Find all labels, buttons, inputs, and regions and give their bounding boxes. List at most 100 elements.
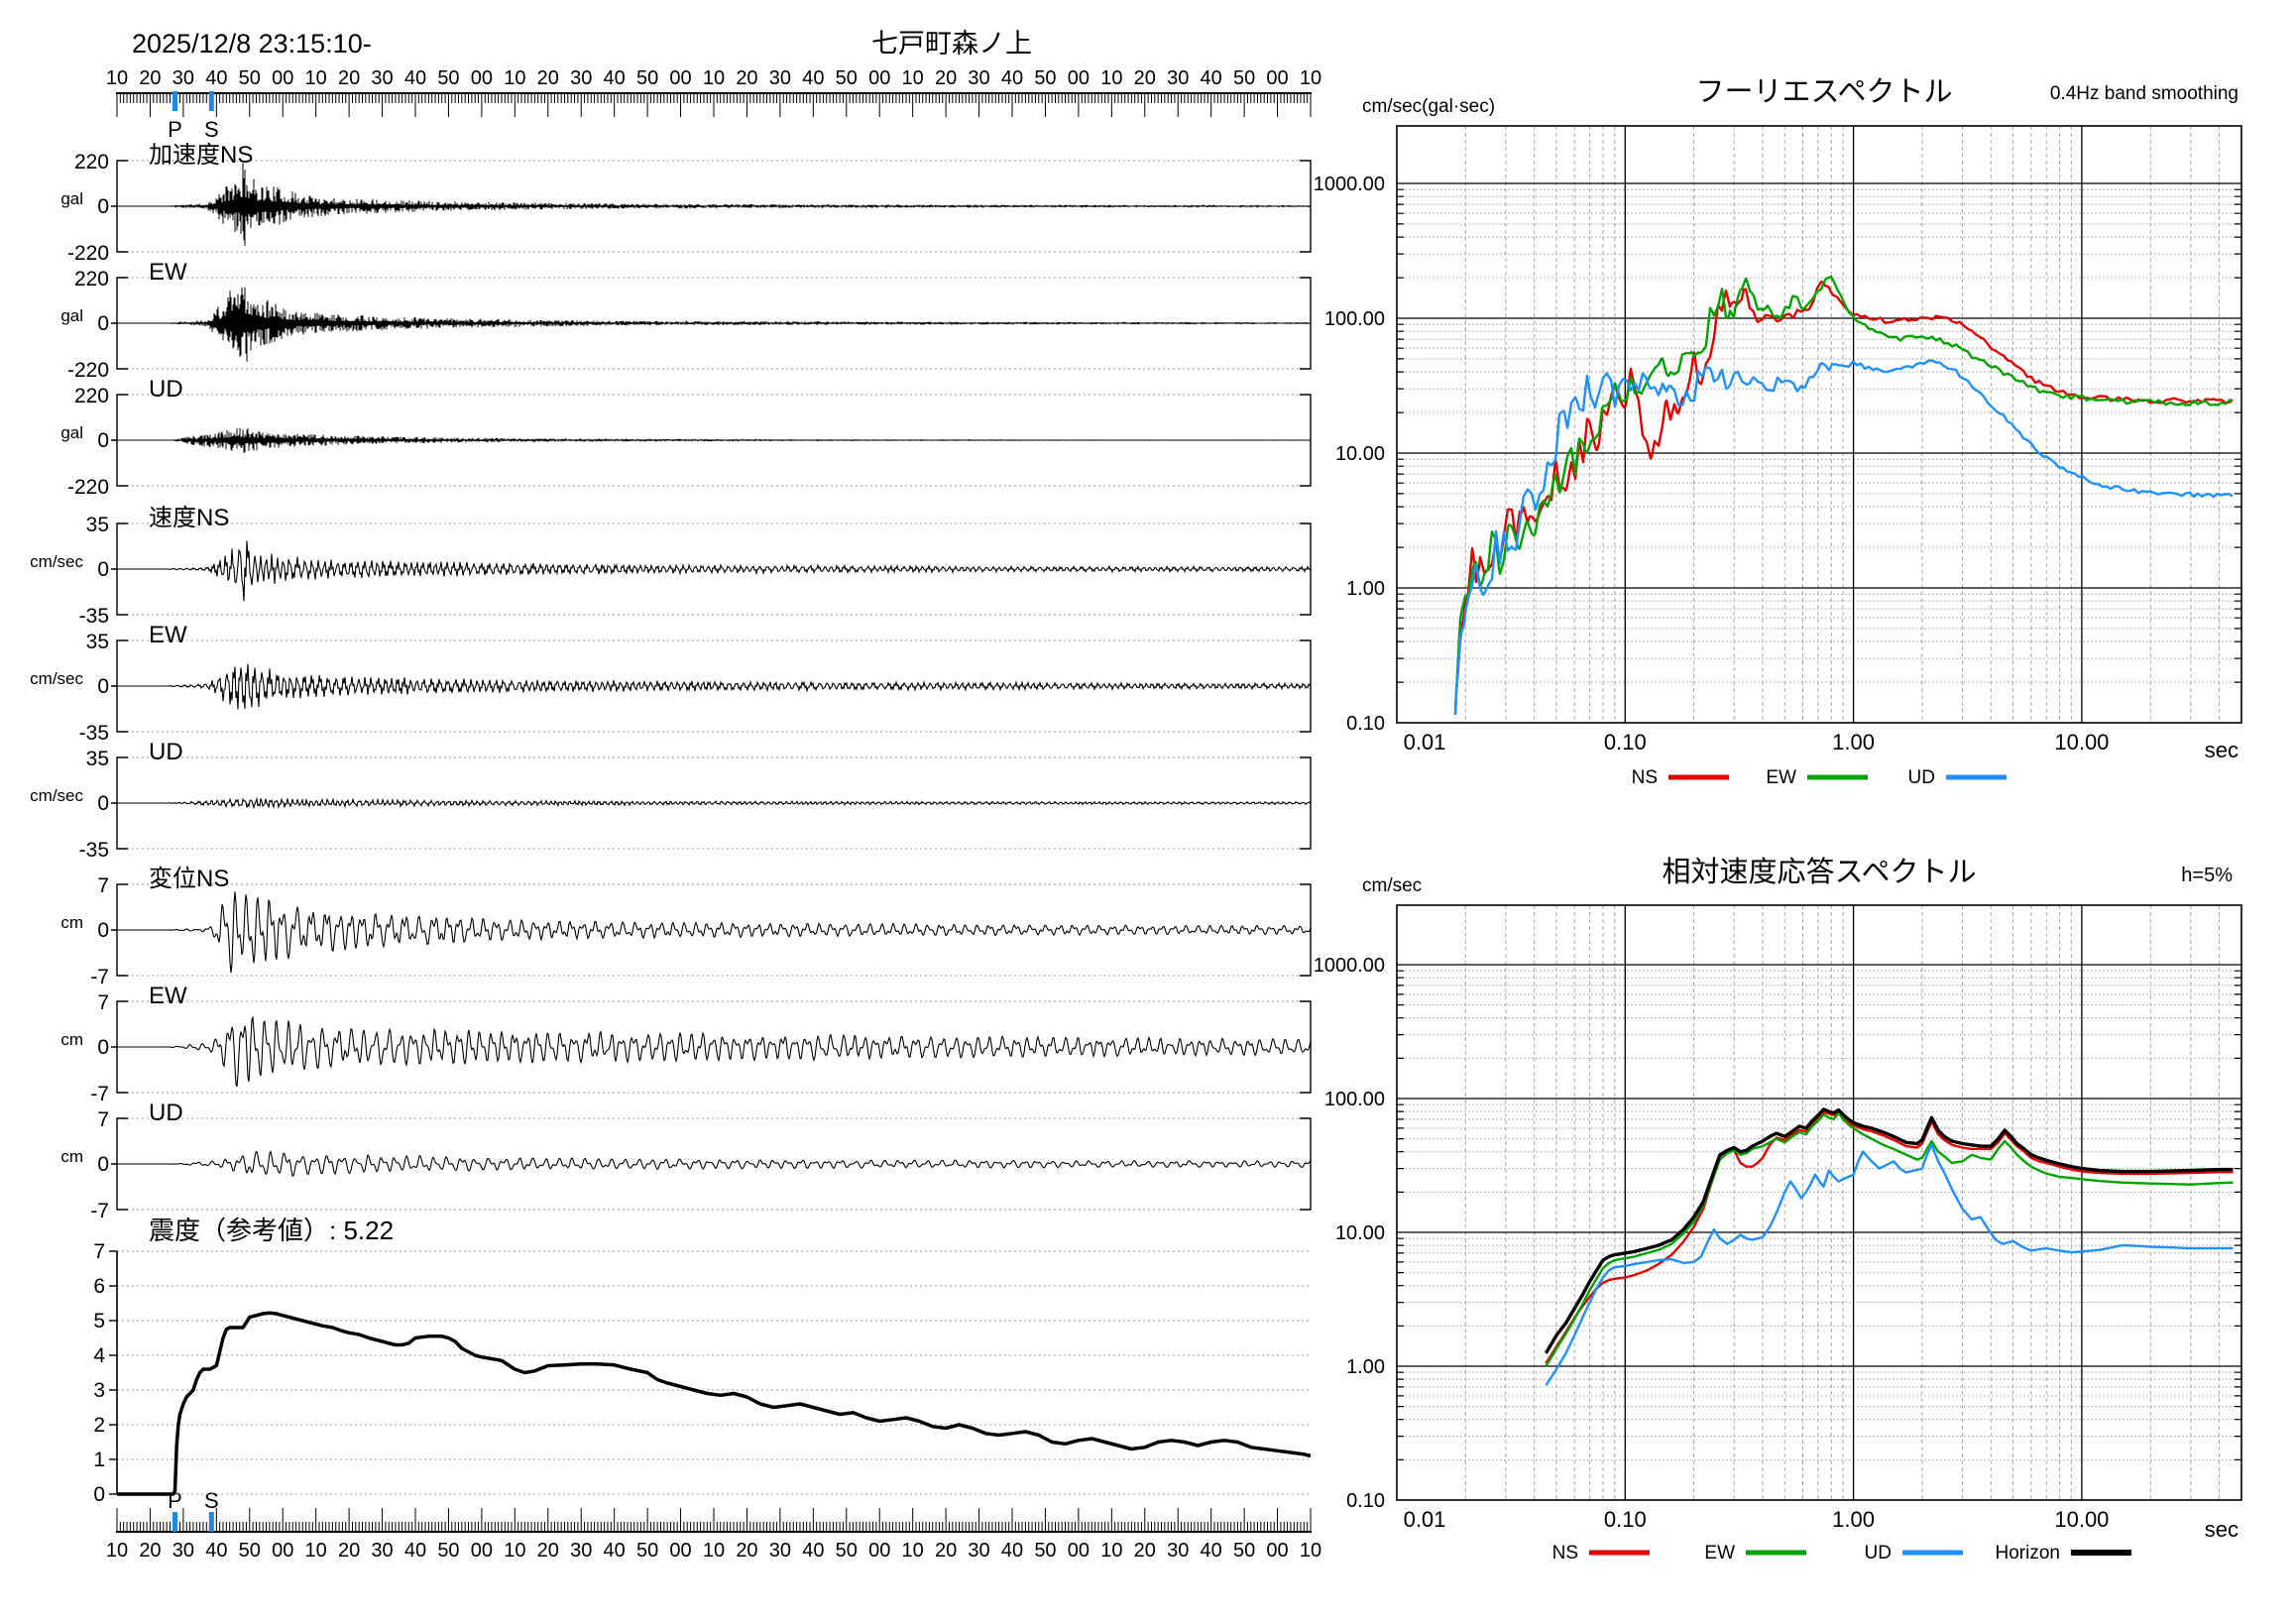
- ymax-label: 220: [74, 268, 109, 290]
- ytick-label: 100.00: [1324, 1089, 1385, 1110]
- time-tick-label: 30: [968, 67, 989, 89]
- response-subtitle: h=5%: [2181, 865, 2233, 886]
- time-tick-label: 10: [1100, 1540, 1122, 1562]
- trace: [170, 287, 1312, 362]
- legend-label-ew: EW: [1704, 1543, 1735, 1564]
- time-tick-label: 40: [604, 1540, 626, 1562]
- intensity-ytick-label: 7: [93, 1240, 105, 1263]
- panel-title: 速度NS: [149, 505, 229, 531]
- time-tick-label: 30: [371, 67, 393, 89]
- intensity-ytick-label: 6: [93, 1275, 105, 1298]
- time-tick-label: 40: [1201, 67, 1222, 89]
- time-tick-label: 00: [669, 67, 691, 89]
- intensity-ytick-label: 2: [93, 1414, 105, 1437]
- intensity-ytick-label: 4: [93, 1344, 105, 1367]
- panel-title: UD: [149, 739, 183, 765]
- s-marker: [208, 91, 214, 111]
- time-tick-label: 20: [736, 67, 757, 89]
- time-tick-label: 20: [736, 1540, 757, 1562]
- ymax-label: 35: [86, 748, 109, 770]
- minor-ticks: [1397, 188, 2241, 683]
- trace: [170, 163, 1312, 246]
- ytick-label: 100.00: [1324, 308, 1385, 330]
- time-tick-label: 10: [106, 1540, 128, 1562]
- ruler-ticks: [116, 1508, 1312, 1532]
- time-tick-label: 30: [1167, 67, 1189, 89]
- ymax-label: 35: [86, 514, 109, 536]
- p-marker: [172, 91, 178, 111]
- waveform-panel-4: EW 35 0 -35 cm/sec: [30, 622, 1312, 745]
- response-title: 相対速度応答スペクトル: [1663, 856, 1977, 888]
- fourier-xaxis-unit: sec: [2205, 738, 2239, 762]
- unit-label: gal: [60, 423, 83, 442]
- waveform-panel-7: EW 7 0 -7 cm: [60, 983, 1312, 1105]
- time-tick-label: 20: [935, 67, 957, 89]
- ymax-label: 220: [74, 151, 109, 174]
- time-tick-label: 00: [1266, 67, 1288, 89]
- time-tick-label: 20: [1134, 67, 1156, 89]
- time-tick-label: 40: [1001, 67, 1023, 89]
- series-ew: [1545, 1111, 2234, 1367]
- waveform-panel-3: 速度NS 35 0 -35 cm/sec: [30, 505, 1312, 628]
- unit-label: cm/sec: [30, 669, 83, 688]
- waveform-panel-1: EW 220 0 -220 gal: [60, 259, 1312, 382]
- ytick-label: 10.00: [1335, 443, 1385, 465]
- time-tick-label: 40: [404, 1540, 426, 1562]
- time-tick-label: 10: [504, 67, 525, 89]
- time-tick-label: 10: [1100, 67, 1122, 89]
- series-horizon: [1544, 1107, 2234, 1354]
- time-tick-label: 00: [868, 1540, 890, 1562]
- xtick-label: 1.00: [1832, 730, 1875, 754]
- fourier-title: フーリエスペクトル: [1696, 76, 1953, 108]
- time-tick-label: 30: [172, 67, 194, 89]
- time-tick-label: 30: [1167, 1540, 1189, 1562]
- series-ud: [1453, 359, 2234, 716]
- ymax-label: 7: [97, 991, 109, 1014]
- intensity-ytick-label: 1: [93, 1449, 105, 1471]
- intensity-ytick-label: 0: [93, 1483, 105, 1506]
- ymin-label: -220: [67, 242, 109, 265]
- ymin-label: -7: [90, 1200, 109, 1222]
- waveform-panel-0: 加速度NS 220 0 -220 gal: [60, 142, 1312, 265]
- waveform-panel-6: 変位NS 7 0 -7 cm: [60, 866, 1312, 988]
- time-tick-label: 20: [537, 1540, 559, 1562]
- unit-label: cm: [60, 913, 83, 932]
- trace: [117, 1150, 1312, 1177]
- time-tick-label: 40: [802, 67, 824, 89]
- unit-label: cm: [60, 1147, 83, 1166]
- waveform-panel-2: UD 220 0 -220 gal: [60, 376, 1312, 499]
- ytick-label: 1000.00: [1314, 955, 1385, 977]
- time-tick-label: 20: [139, 1540, 161, 1562]
- time-tick-label: 40: [404, 67, 426, 89]
- panel-title: 加速度NS: [149, 142, 253, 169]
- time-tick-label: 10: [504, 1540, 525, 1562]
- time-tick-label: 40: [1001, 1540, 1023, 1562]
- time-tick-label: 20: [338, 1540, 360, 1562]
- time-tick-label: 00: [1068, 1540, 1090, 1562]
- zero-label: 0: [97, 1036, 109, 1059]
- ymax-label: 35: [86, 631, 109, 653]
- time-tick-label: 00: [471, 67, 493, 89]
- trace: [117, 540, 1312, 602]
- time-tick-label: 00: [1266, 1540, 1288, 1562]
- time-tick-label: 50: [239, 67, 261, 89]
- top-time-ruler: 10 20 30 40 50 00 10 20 30 40 50 00 10 20 30 40 50 00 10 20…: [106, 67, 1321, 142]
- time-tick-label: 20: [537, 67, 559, 89]
- zero-label: 0: [97, 429, 109, 452]
- panel-title: UD: [149, 1100, 183, 1126]
- legend-label-ns: NS: [1552, 1543, 1578, 1564]
- panel-title: EW: [149, 622, 187, 648]
- ytick-label: 1000.00: [1314, 174, 1385, 195]
- time-tick-label: 30: [172, 1540, 194, 1562]
- panel-title: UD: [149, 376, 183, 403]
- zero-label: 0: [97, 195, 109, 218]
- trace: [117, 1015, 1312, 1088]
- time-tick-label: 10: [1300, 1540, 1321, 1562]
- time-tick-label: 30: [570, 1540, 592, 1562]
- legend-label-ud: UD: [1865, 1543, 1892, 1564]
- p-marker: [172, 1512, 178, 1532]
- ruler-ticks: [116, 93, 1312, 117]
- ytick-label: 1.00: [1346, 578, 1385, 600]
- xtick-label: 0.10: [1604, 1507, 1647, 1532]
